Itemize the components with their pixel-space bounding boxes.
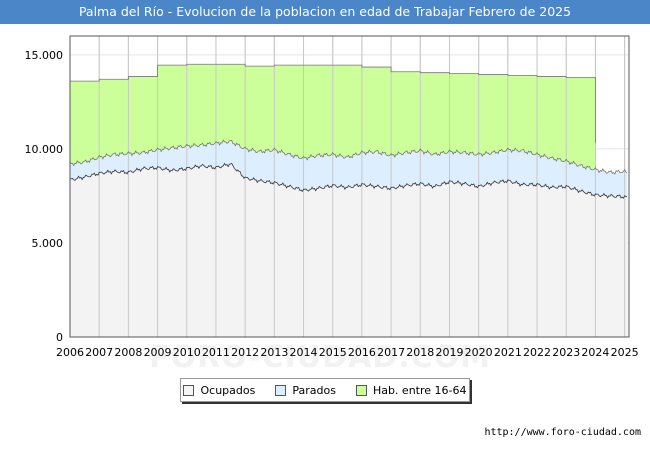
line-parados	[69, 139, 628, 175]
chart-title: Palma del Río - Evolucion de la poblacio…	[0, 0, 650, 24]
legend-label-ocupados: Ocupados	[200, 383, 256, 397]
legend-swatch-habitantes	[355, 384, 367, 396]
legend-label-parados: Parados	[292, 383, 336, 397]
x-tick-label: 2014	[290, 346, 318, 359]
areas	[69, 36, 628, 337]
y-tick-label: 0	[56, 331, 63, 344]
x-tick-label: 2025	[611, 346, 639, 359]
x-tick-label: 2010	[173, 346, 201, 359]
x-tick-label: 2021	[494, 346, 522, 359]
source-url: http://www.foro-ciudad.com	[484, 427, 641, 438]
x-tick-label: 2020	[465, 346, 493, 359]
legend-swatch-parados	[275, 384, 287, 396]
x-tick-label: 2011	[202, 346, 230, 359]
y-tick-label: 5.000	[32, 237, 64, 250]
x-tick-label: 2022	[523, 346, 551, 359]
line-habitantes	[70, 63, 596, 144]
x-tick-label: 2012	[231, 346, 259, 359]
x-axis-ticks: 2006 2007 2008 2009 2010 2011 2012 2013 2014 2015…	[56, 346, 639, 359]
legend-item-habitantes: Hab. entre 16-64	[355, 383, 467, 397]
x-tick-label: 2008	[114, 346, 142, 359]
x-tick-label: 2009	[144, 346, 172, 359]
x-tick-label: 2013	[260, 346, 288, 359]
x-tick-label: 2024	[581, 346, 609, 359]
x-tick-label: 2015	[319, 346, 347, 359]
x-tick-label: 2007	[85, 346, 113, 359]
x-tick-label: 2018	[406, 346, 434, 359]
x-tick-label: 2016	[348, 346, 376, 359]
x-tick-label: 2006	[56, 346, 84, 359]
x-tick-label: 2017	[377, 346, 405, 359]
lines	[69, 63, 628, 199]
x-tick-label: 2019	[435, 346, 463, 359]
legend-swatch-ocupados	[183, 384, 195, 396]
area-ocupados	[70, 163, 628, 337]
watermark: FORO-CIUDAD.COM	[149, 340, 491, 375]
line-ocupados	[69, 162, 628, 199]
legend-item-ocupados: Ocupados	[183, 384, 255, 397]
legend: Ocupados Parados Hab. entre 16-64	[180, 378, 470, 402]
y-tick-label: 15.000	[25, 49, 64, 62]
legend-label-habitantes: Hab. entre 16-64	[372, 383, 467, 397]
legend-item-parados: Parados	[275, 384, 336, 397]
plot-frame	[69, 35, 630, 338]
y-tick-label: 10.000	[25, 143, 64, 156]
y-axis-ticks: 0 5.000 10.000 15.000	[25, 49, 64, 344]
x-tick-label: 2023	[552, 346, 580, 359]
